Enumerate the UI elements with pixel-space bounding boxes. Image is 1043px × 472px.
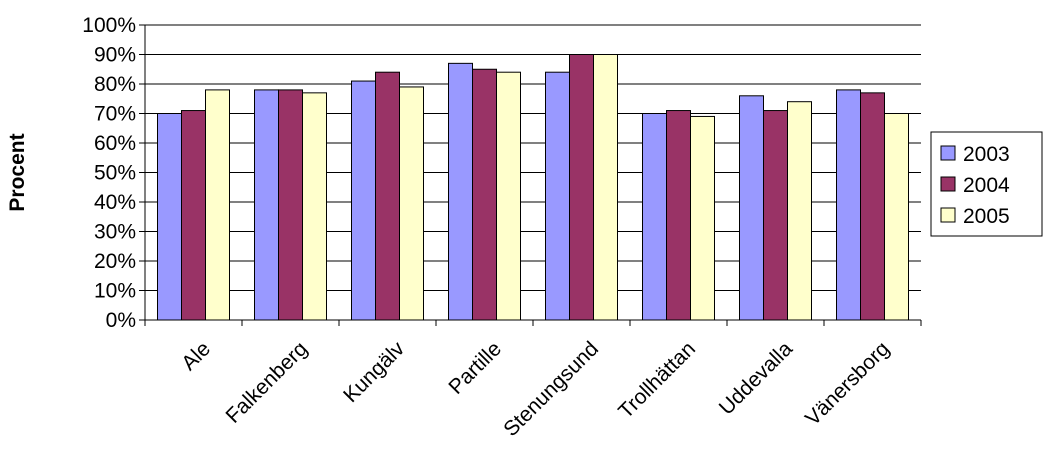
bar-2004-uddevalla	[763, 110, 788, 321]
x-tick-label: Partille	[444, 337, 506, 399]
x-tick-label: Kungälv	[339, 337, 409, 407]
bar-2003-kungälv	[351, 80, 376, 321]
bar-2004-falkenberg	[278, 89, 303, 321]
legend-swatch-2005	[940, 207, 956, 223]
legend-items: 2003 2004 2005	[940, 143, 1010, 228]
y-tick-label: 80%	[94, 73, 136, 96]
legend-label-2005: 2005	[963, 205, 1010, 228]
bar-2003-ale	[157, 113, 182, 321]
bar-2004-kungälv	[375, 71, 400, 321]
bar-2004-stenungsund	[569, 54, 594, 321]
y-tick-label: 0%	[106, 309, 136, 332]
bar-2003-stenungsund	[545, 71, 570, 321]
y-tick-label: 60%	[94, 132, 136, 155]
x-tick-label: Falkenberg	[221, 337, 312, 428]
bar-2005-kungälv	[399, 86, 424, 321]
y-tick-label: 90%	[94, 44, 136, 67]
legend-swatch-2004	[940, 176, 956, 192]
bars	[157, 54, 909, 321]
bar-2004-partille	[472, 68, 497, 321]
x-tick-label: Trollhättan	[614, 337, 700, 423]
bar-2005-uddevalla	[787, 101, 812, 321]
x-tick-label: Vänersborg	[801, 337, 894, 430]
y-tick-labels: 0% 10% 20% 30% 40% 50% 60% 70% 80% 90% 100%	[82, 14, 136, 332]
x-tick-label: Stenungsund	[499, 337, 603, 441]
y-tick-label: 70%	[94, 103, 136, 126]
y-tick-label: 20%	[94, 250, 136, 273]
bar-2003-vänersborg	[836, 89, 861, 321]
x-tick-label: Ale	[177, 337, 215, 375]
bar-2005-ale	[205, 89, 230, 321]
bar-2005-partille	[496, 71, 521, 321]
y-tick-label: 40%	[94, 191, 136, 214]
y-tick-label: 50%	[94, 162, 136, 185]
legend-swatch-2003	[940, 145, 956, 161]
bar-2003-falkenberg	[254, 89, 279, 321]
y-axis-title: Procent	[6, 133, 29, 211]
bar-2005-trollhättan	[690, 115, 715, 321]
y-tick-label: 10%	[94, 280, 136, 303]
bar-2003-trollhättan	[642, 113, 667, 321]
y-tick-label: 100%	[82, 14, 136, 37]
bar-2003-uddevalla	[739, 95, 764, 321]
bar-2004-vänersborg	[860, 92, 885, 321]
bar-2004-trollhättan	[666, 110, 691, 321]
bar-2005-stenungsund	[593, 54, 618, 321]
x-tick-label: Uddevalla	[715, 337, 798, 420]
legend: 2003 2004 2005	[930, 131, 1043, 237]
axes	[139, 24, 922, 326]
y-tick-label: 30%	[94, 221, 136, 244]
bar-2004-ale	[181, 110, 206, 321]
legend-label-2003: 2003	[963, 143, 1010, 166]
legend-label-2004: 2004	[963, 174, 1010, 197]
bar-2005-falkenberg	[302, 92, 327, 321]
bar-2003-partille	[448, 62, 473, 321]
bar-2005-vänersborg	[884, 113, 909, 321]
